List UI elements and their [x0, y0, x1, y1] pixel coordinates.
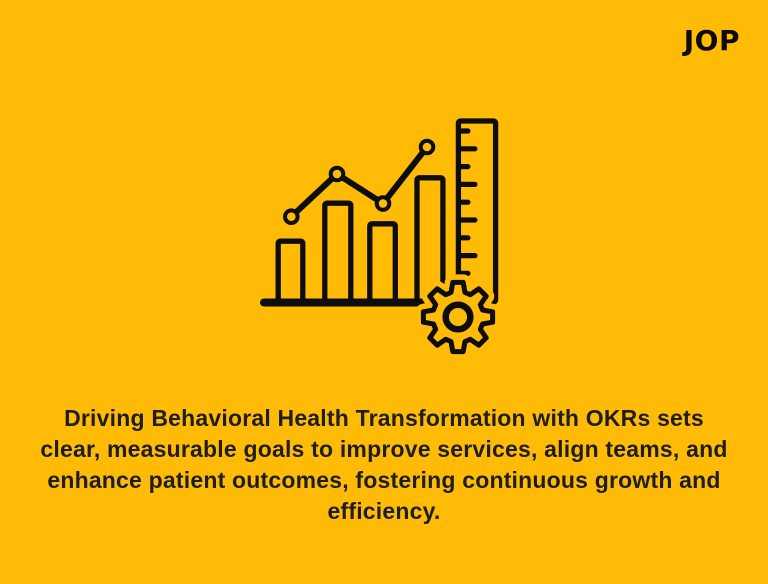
caption-line: clear, measurable goals to improve servi… [40, 436, 728, 462]
jop-logo: JOP [683, 24, 740, 57]
growth-analytics-illustration [260, 118, 501, 360]
caption-line: Driving Behavioral Health Transformation… [64, 405, 704, 431]
caption-line: efficiency. [327, 498, 441, 524]
caption-line: enhance patient outcomes, fostering cont… [47, 467, 721, 493]
caption: Driving Behavioral Health Transformation… [0, 403, 768, 527]
gear-icon [415, 274, 501, 360]
ruler-icon [455, 118, 499, 305]
trend-line-icon [283, 138, 436, 225]
